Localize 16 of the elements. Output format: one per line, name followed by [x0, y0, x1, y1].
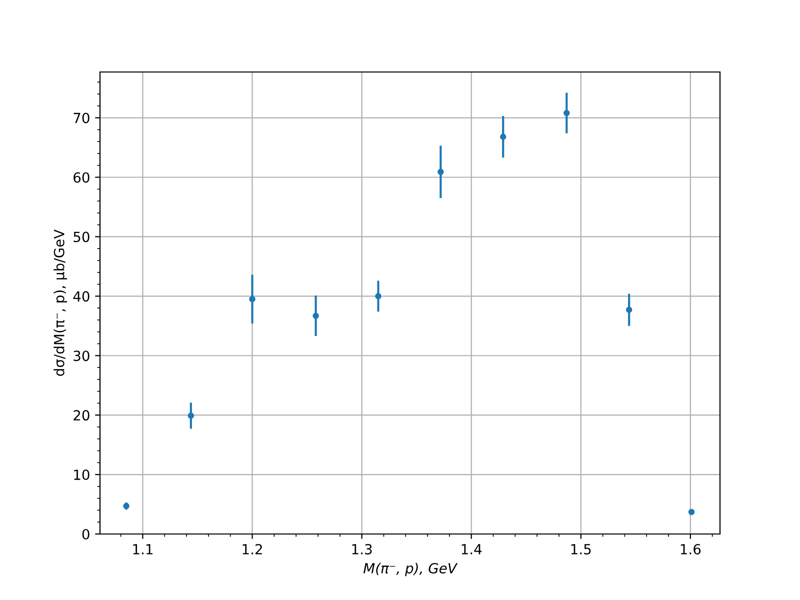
y-tick-label: 60 — [74, 172, 90, 183]
x-tick-label: 1.4 — [462, 544, 482, 554]
x-tick-label: 1.2 — [242, 544, 262, 554]
x-tick-label: 1.6 — [680, 544, 701, 554]
y-tick-label: 10 — [74, 470, 90, 480]
x-tick-label: 1.3 — [352, 544, 372, 554]
x-axis-title: M(π⁻, p), GeV — [363, 562, 458, 576]
y-tick-label: 70 — [74, 112, 90, 124]
y-tick-label: 40 — [73, 291, 90, 302]
x-tick-label: 1.1 — [133, 544, 152, 554]
y-tick-label: 50 — [74, 232, 90, 242]
y-tick-label: 0 — [82, 528, 90, 540]
x-tick-label: 1.5 — [571, 544, 591, 554]
y-tick-label: 30 — [74, 350, 90, 362]
y-axis-title: dσ/dM(π⁻, p), μb/GeV — [54, 229, 68, 376]
y-tick-label: 20 — [74, 410, 90, 421]
